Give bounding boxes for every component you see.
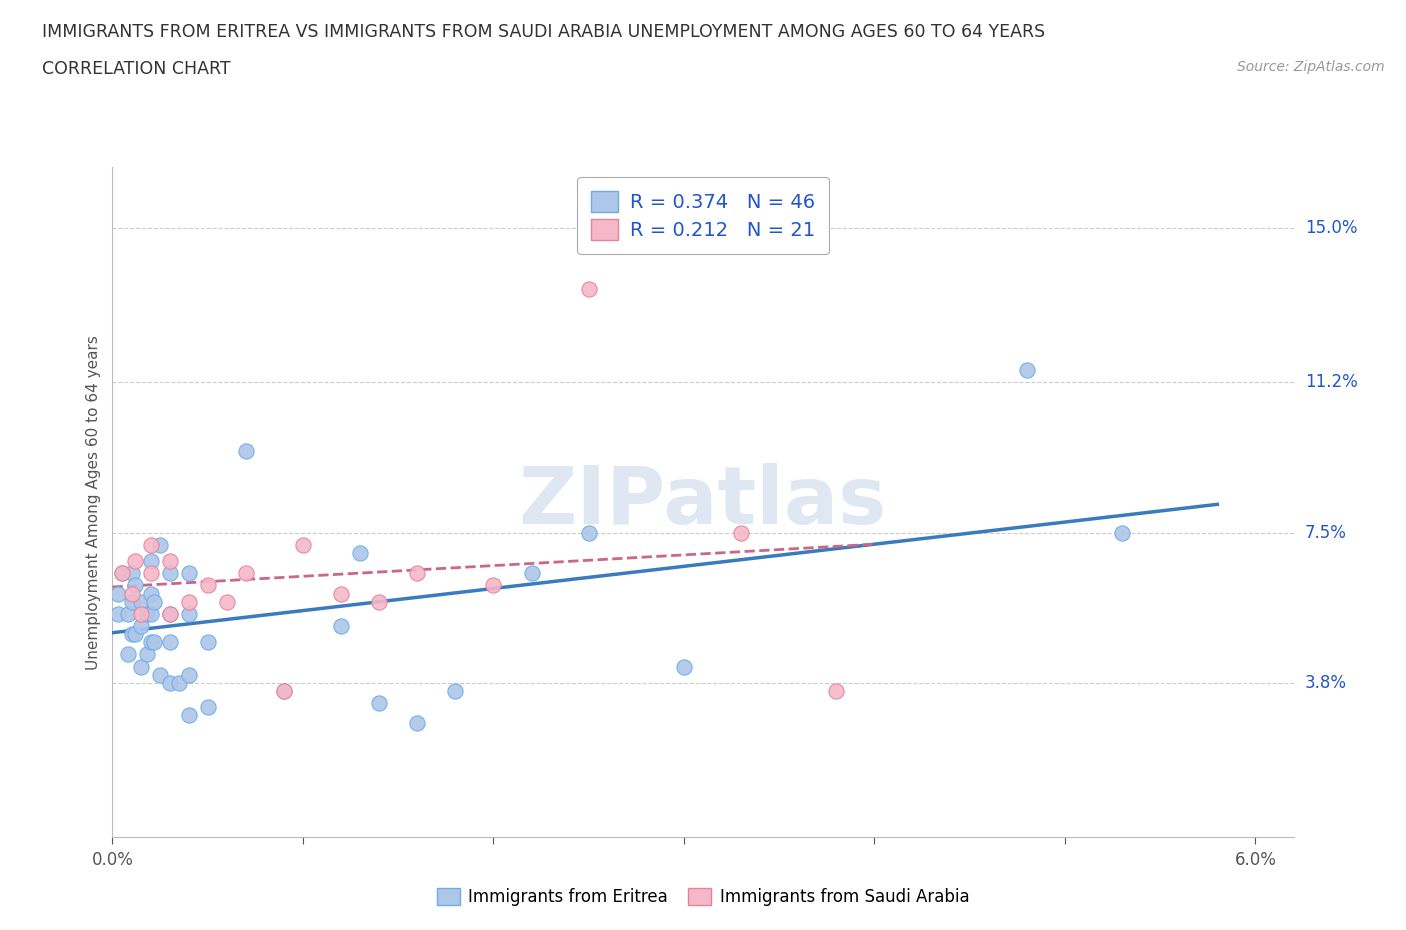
Point [159,606,181,621]
Point [235,565,257,580]
Y-axis label: Unemployment Among Ages 60 to 64 years: Unemployment Among Ages 60 to 64 years [86,335,101,670]
Point [197,578,219,592]
Point [578,525,600,540]
Point [107,606,129,621]
Point [124,627,146,642]
Point [520,565,543,580]
Point [330,586,353,601]
Point [111,565,134,580]
Point [1015,363,1038,378]
Text: 7.5%: 7.5% [1305,524,1347,541]
Point [406,716,429,731]
Point [159,553,181,568]
Point [177,708,200,723]
Point [135,606,157,621]
Point [129,594,152,609]
Point [406,565,429,580]
Point [129,606,152,621]
Point [121,627,143,642]
Point [124,578,146,592]
Text: 3.8%: 3.8% [1305,674,1347,692]
Point [672,659,695,674]
Point [215,594,238,609]
Point [117,647,139,662]
Point [121,565,143,580]
Point [177,606,200,621]
Point [444,684,467,698]
Point [330,618,353,633]
Point [149,667,172,682]
Point [368,696,391,711]
Point [273,684,295,698]
Point [482,578,505,592]
Point [107,586,129,601]
Point [139,538,162,552]
Point [139,635,162,650]
Point [121,594,143,609]
Point [129,618,152,633]
Text: 15.0%: 15.0% [1305,219,1357,237]
Text: Source: ZipAtlas.com: Source: ZipAtlas.com [1237,60,1385,74]
Point [139,553,162,568]
Point [159,565,181,580]
Point [825,684,848,698]
Point [159,675,181,690]
Point [197,699,219,714]
Point [111,565,134,580]
Text: CORRELATION CHART: CORRELATION CHART [42,60,231,78]
Point [273,684,295,698]
Point [159,635,181,650]
Legend: Immigrants from Eritrea, Immigrants from Saudi Arabia: Immigrants from Eritrea, Immigrants from… [430,881,976,912]
Point [177,594,200,609]
Point [578,282,600,297]
Point [177,565,200,580]
Point [135,647,157,662]
Point [121,586,143,601]
Point [349,546,371,561]
Point [139,606,162,621]
Point [129,659,152,674]
Point [149,538,172,552]
Point [143,635,166,650]
Point [368,594,391,609]
Text: ZIPatlas: ZIPatlas [519,463,887,541]
Legend: R = 0.374   N = 46, R = 0.212   N = 21: R = 0.374 N = 46, R = 0.212 N = 21 [578,177,828,254]
Text: IMMIGRANTS FROM ERITREA VS IMMIGRANTS FROM SAUDI ARABIA UNEMPLOYMENT AMONG AGES : IMMIGRANTS FROM ERITREA VS IMMIGRANTS FR… [42,23,1045,41]
Point [139,586,162,601]
Point [197,635,219,650]
Point [235,444,257,458]
Point [124,553,146,568]
Point [1111,525,1133,540]
Point [291,538,314,552]
Point [730,525,752,540]
Point [117,606,139,621]
Text: 11.2%: 11.2% [1305,374,1357,392]
Point [143,594,166,609]
Point [139,565,162,580]
Point [167,675,190,690]
Point [159,606,181,621]
Point [177,667,200,682]
